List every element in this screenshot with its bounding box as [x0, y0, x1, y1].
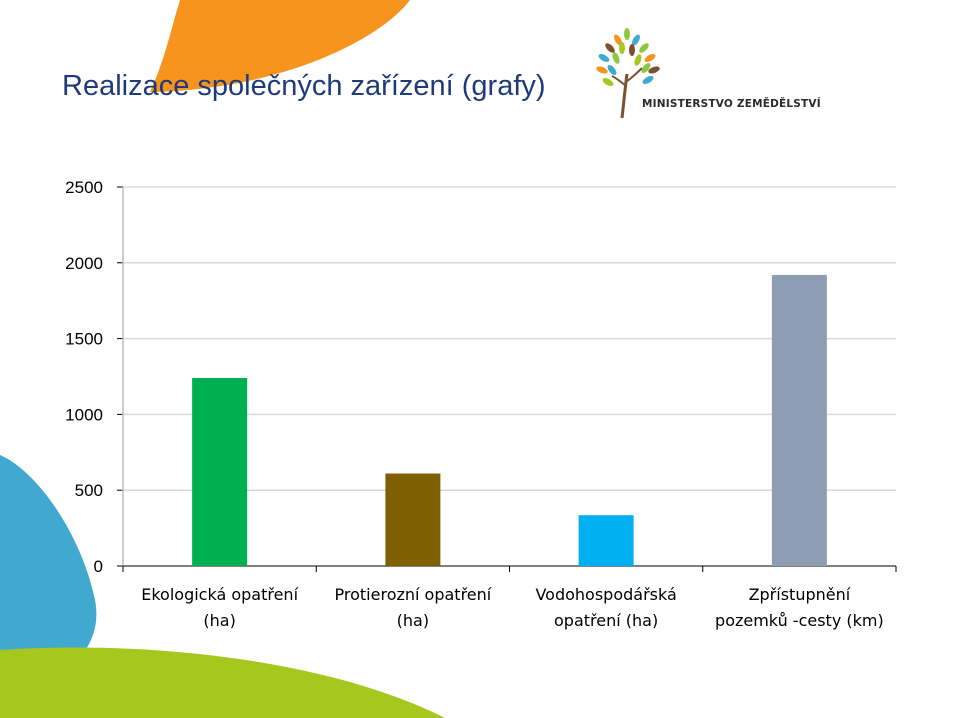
- bar: [385, 473, 441, 566]
- y-tick-label: 2000: [65, 254, 103, 273]
- bars: [192, 274, 827, 566]
- x-tick-label: (ha): [203, 611, 235, 630]
- bar: [771, 274, 827, 566]
- ministry-logo-text: MINISTERSTVO ZEMĚDĚLSTVÍ: [642, 98, 821, 110]
- x-tick-label: pozemků -cesty (km): [715, 611, 884, 630]
- y-tick-label: 2500: [65, 178, 103, 197]
- x-tick-label: Ekologická opatření: [141, 585, 298, 604]
- x-tick-label: opatření (ha): [554, 611, 658, 630]
- axis-labels: 0 500 1000 1500 2000 2500 Ekologická opatření (…: [65, 178, 884, 630]
- bar: [192, 378, 248, 566]
- x-tick-label: Protierozní opatření: [335, 585, 492, 604]
- bar: [578, 515, 634, 566]
- y-tick-label: 0: [94, 557, 103, 576]
- x-tick-label: Vodohospodářská: [535, 585, 676, 604]
- orange-decor-shape: [150, 0, 410, 92]
- x-tick-label: (ha): [397, 611, 429, 630]
- y-tick-label: 1000: [65, 405, 103, 424]
- y-tick-label: 500: [75, 481, 103, 500]
- x-tick-label: Zpřístupnění: [749, 585, 851, 604]
- blue-decor-shape: [0, 455, 97, 690]
- tree-logo-icon: [596, 28, 660, 119]
- y-tick-label: 1500: [65, 330, 103, 349]
- slide-title: Realizace společných zařízení (grafy): [62, 70, 546, 102]
- grid-lines: [123, 186, 896, 491]
- axes: [117, 186, 897, 572]
- lime-decor-shape: [0, 647, 445, 718]
